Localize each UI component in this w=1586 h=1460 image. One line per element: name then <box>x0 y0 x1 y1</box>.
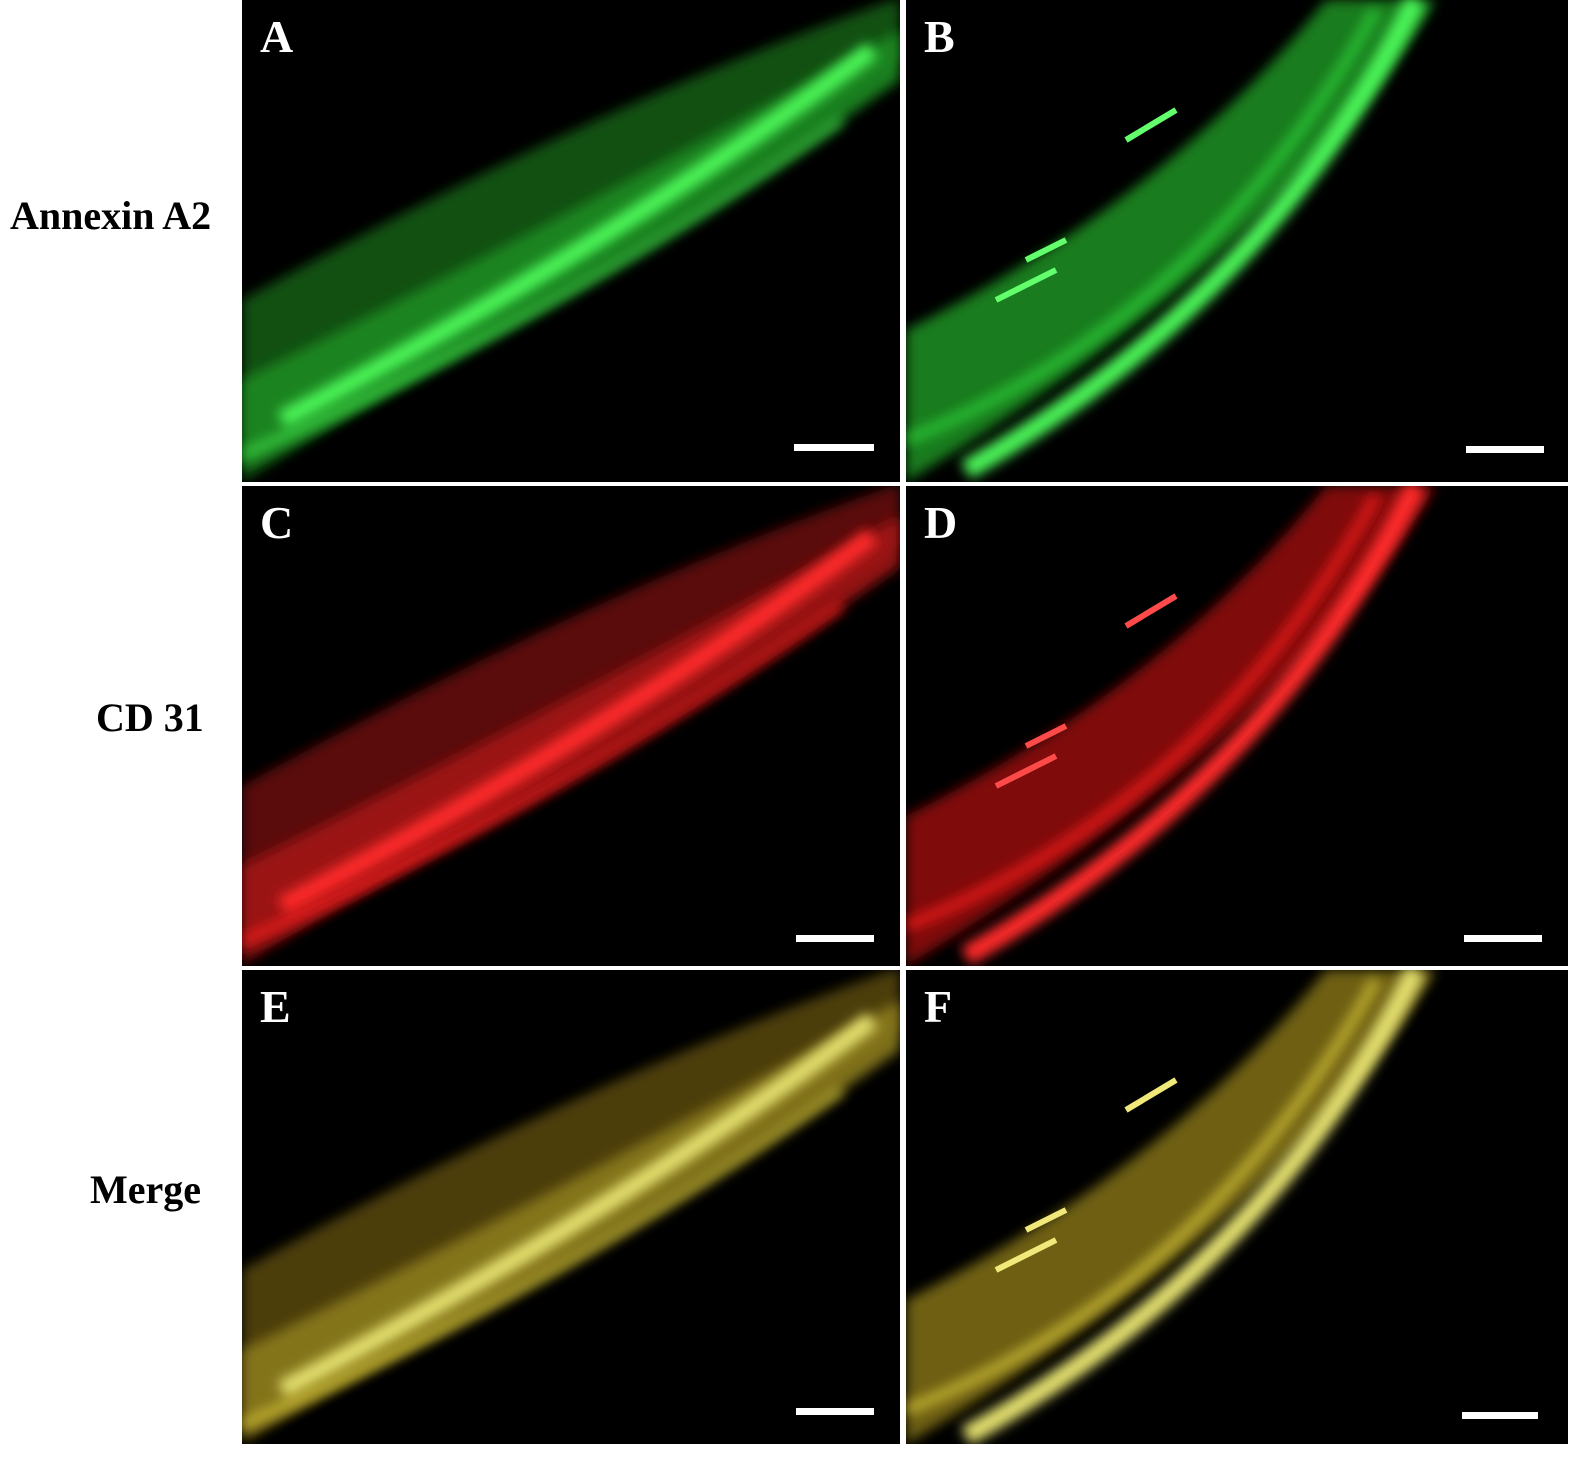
scale-bar-icon <box>794 444 874 451</box>
micrograph-panel-b: B <box>906 0 1568 482</box>
retina-section-image <box>906 0 1436 482</box>
panel-label-b: B <box>924 11 955 62</box>
panel-label-d: D <box>924 497 958 548</box>
panel-label-f: F <box>924 981 953 1032</box>
micrograph-panel-a: A <box>242 0 900 482</box>
scale-bar-icon <box>1462 1412 1538 1419</box>
scale-bar-icon <box>1466 446 1544 453</box>
retina-section-image <box>906 970 1436 1444</box>
micrograph-panel-e: E <box>242 970 900 1444</box>
panel-label-a: A <box>260 11 294 62</box>
row-label-annexin: Annexin A2 <box>10 193 212 238</box>
panel-label-c: C <box>260 497 294 548</box>
micrograph-panel-f: F <box>906 970 1568 1444</box>
retina-section-image <box>242 970 900 1444</box>
retina-section-image <box>906 486 1436 966</box>
retina-section-image <box>242 0 900 482</box>
row-label-cd31: CD 31 <box>96 695 204 740</box>
retina-section-image <box>242 486 900 966</box>
micrograph-panel-d: D <box>906 486 1568 966</box>
row-label-merge: Merge <box>90 1167 202 1212</box>
micrograph-panel-c: C <box>242 486 900 966</box>
scale-bar-icon <box>796 1408 874 1415</box>
scale-bar-icon <box>796 935 874 942</box>
panel-label-e: E <box>260 981 291 1032</box>
scale-bar-icon <box>1464 935 1542 942</box>
